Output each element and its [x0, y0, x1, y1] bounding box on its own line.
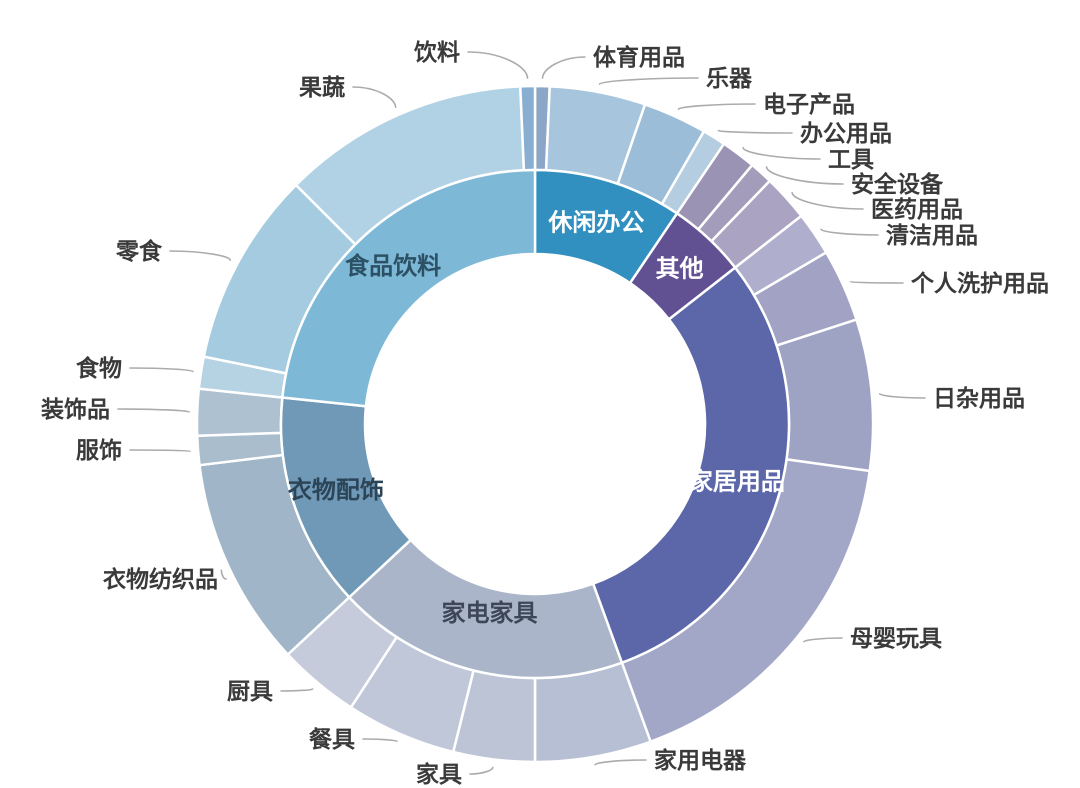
subcategory-label: 餐具 — [309, 726, 355, 752]
leader-line — [129, 449, 191, 452]
subcategory-label: 服饰 — [76, 437, 122, 463]
category-label: 家居用品 — [689, 467, 785, 495]
subcategory-label: 装饰品 — [41, 396, 110, 422]
subcategory-label: 乐器 — [706, 65, 753, 91]
outer-ring-segment — [519, 84, 537, 172]
leader-line — [717, 129, 793, 134]
leader-lines — [117, 51, 926, 775]
leader-line — [352, 86, 397, 109]
subcategory-label: 食物 — [76, 355, 122, 381]
inner-ring-segment — [591, 266, 791, 664]
leader-line — [129, 367, 194, 373]
subcategory-label: 个人洗护用品 — [911, 270, 1049, 296]
leader-line — [467, 51, 529, 79]
leader-line — [791, 191, 864, 210]
subcategory-label: 清洁用品 — [886, 222, 978, 248]
leader-line — [849, 281, 904, 284]
subcategory-label: 零食 — [115, 238, 163, 264]
subcategory-label: 厨具 — [227, 678, 273, 704]
subcategory-label: 体育用品 — [593, 44, 685, 70]
leader-line — [117, 408, 190, 413]
leader-line — [765, 166, 844, 185]
category-label: 休闲办公 — [547, 210, 644, 237]
subcategory-label: 安全设备 — [851, 171, 944, 197]
leader-line — [594, 759, 647, 766]
category-label: 衣物配饰 — [288, 476, 384, 504]
leader-line — [362, 738, 398, 743]
leader-line — [280, 688, 314, 692]
category-label: 其他 — [656, 256, 704, 283]
inner-ring — [279, 168, 791, 680]
leader-line — [677, 103, 756, 110]
leader-line — [803, 637, 843, 643]
leader-line — [820, 228, 879, 236]
subcategory-label: 果蔬 — [299, 74, 345, 100]
leader-line — [878, 393, 926, 399]
subcategory-label: 家用电器 — [654, 747, 747, 773]
subcategory-label: 衣物纺织品 — [103, 566, 218, 592]
leader-line — [598, 77, 699, 85]
subcategory-label: 日杂用品 — [933, 385, 1025, 411]
leader-line — [742, 146, 821, 160]
leader-line — [169, 250, 231, 261]
leader-line — [541, 56, 586, 79]
subcategory-label: 办公用品 — [800, 120, 892, 146]
category-label: 食品饮料 — [345, 252, 441, 280]
subcategory-label: 工具 — [828, 146, 874, 172]
subcategory-label: 家具 — [416, 761, 462, 787]
subcategory-label: 医药用品 — [871, 196, 963, 222]
leader-line — [220, 569, 227, 580]
outer-ring-segment — [775, 318, 875, 473]
inner-ring-segment — [281, 168, 537, 408]
subcategory-label: 母婴玩具 — [850, 625, 942, 651]
subcategory-label: 饮料 — [413, 39, 460, 65]
category-label: 家电家具 — [442, 599, 538, 627]
leader-line — [469, 766, 494, 775]
outer-ring — [195, 84, 875, 764]
subcategory-label: 电子产品 — [763, 91, 855, 117]
